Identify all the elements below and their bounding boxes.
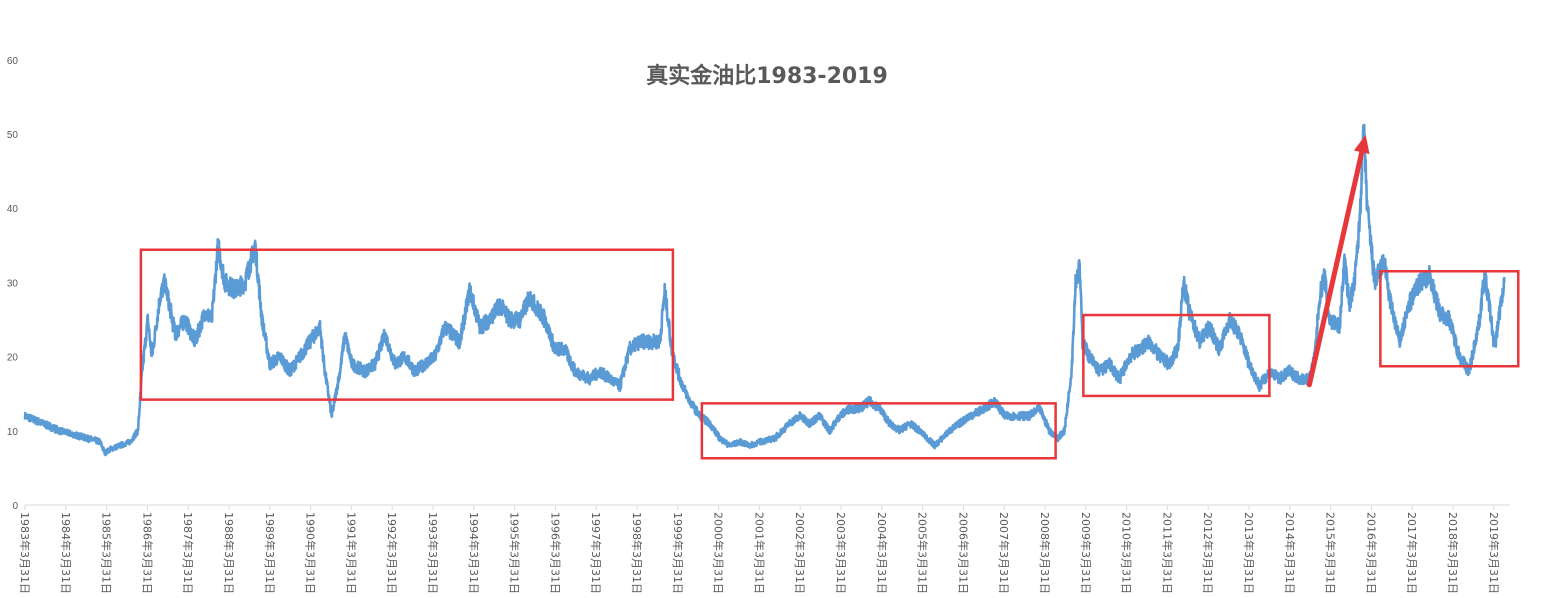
- x-tick-label: 2002年3月31日: [793, 512, 807, 594]
- x-tick-label: 2018年3月31日: [1446, 512, 1460, 594]
- y-tick-label: 10: [7, 427, 19, 438]
- y-tick-label: 40: [7, 204, 19, 215]
- x-tick-label: 1991年3月31日: [344, 512, 358, 594]
- x-tick-label: 2004年3月31日: [875, 512, 889, 594]
- series-layer: [23, 123, 1506, 457]
- x-tick-label: 1996年3月31日: [548, 512, 562, 594]
- y-tick-label: 0: [12, 501, 18, 512]
- x-tick-label: 2007年3月31日: [997, 512, 1011, 594]
- annotation-layer: [139, 134, 1520, 460]
- x-tick-label: 2005年3月31日: [916, 512, 930, 594]
- trend-arrow-shaft: [1306, 149, 1365, 388]
- x-tick-label: 2016年3月31日: [1364, 512, 1378, 594]
- series-line-gold-oil-ratio: [23, 123, 1506, 457]
- x-tick-label: 1994年3月31日: [467, 512, 481, 594]
- x-tick-label: 2003年3月31日: [834, 512, 848, 594]
- x-tick-label: 1993年3月31日: [426, 512, 440, 594]
- x-tick-label: 1986年3月31日: [140, 512, 154, 594]
- x-tick-label: 1983年3月31日: [18, 512, 32, 594]
- y-axis: 0 10 20 30 40 50 60: [7, 56, 19, 512]
- x-tick-label: 2008年3月31日: [1038, 512, 1052, 594]
- x-tick-label: 1997年3月31日: [589, 512, 603, 594]
- highlight-box: [700, 402, 1057, 460]
- x-tick-label: 2001年3月31日: [752, 512, 766, 594]
- y-tick-label: 20: [7, 353, 19, 364]
- x-tick-label: 1988年3月31日: [222, 512, 236, 594]
- highlight-box: [1379, 270, 1520, 368]
- chart-title: 真实金油比1983-2019: [646, 63, 888, 89]
- x-tick-label: 2017年3月31日: [1405, 512, 1419, 594]
- x-tick-label: 1985年3月31日: [100, 512, 114, 594]
- highlight-box: [139, 248, 675, 401]
- x-tick-label: 1995年3月31日: [508, 512, 522, 594]
- x-tick-label: 2012年3月31日: [1201, 512, 1215, 594]
- x-tick-label: 2013年3月31日: [1242, 512, 1256, 594]
- x-tick-label: 2015年3月31日: [1324, 512, 1338, 594]
- y-tick-label: 50: [7, 130, 19, 141]
- x-tick-label: 2009年3月31日: [1079, 512, 1093, 594]
- x-tick-label: 2019年3月31日: [1487, 512, 1501, 594]
- x-tick-label: 1992年3月31日: [385, 512, 399, 594]
- x-tick-label: 2006年3月31日: [956, 512, 970, 594]
- x-tick-label: 1987年3月31日: [181, 512, 195, 594]
- x-tick-label: 1990年3月31日: [304, 512, 318, 594]
- x-tick-label: 1999年3月31日: [671, 512, 685, 594]
- x-tick-label: 2011年3月31日: [1160, 512, 1174, 594]
- y-tick-label: 30: [7, 278, 19, 289]
- x-tick-label: 2000年3月31日: [712, 512, 726, 594]
- x-tick-label: 1998年3月31日: [630, 512, 644, 594]
- x-tick-label: 2010年3月31日: [1120, 512, 1134, 594]
- x-axis: 1983年3月31日 1984年3月31日 1985年3月31日 1986年3月31日…: [18, 504, 1510, 594]
- x-tick-label: 1984年3月31日: [59, 512, 73, 594]
- highlight-box: [1082, 313, 1271, 398]
- x-tick-label: 2014年3月31日: [1283, 512, 1297, 594]
- x-tick-label: 1989年3月31日: [263, 512, 277, 594]
- y-tick-label: 60: [7, 56, 19, 67]
- trend-arrow-head-icon: [1353, 134, 1370, 155]
